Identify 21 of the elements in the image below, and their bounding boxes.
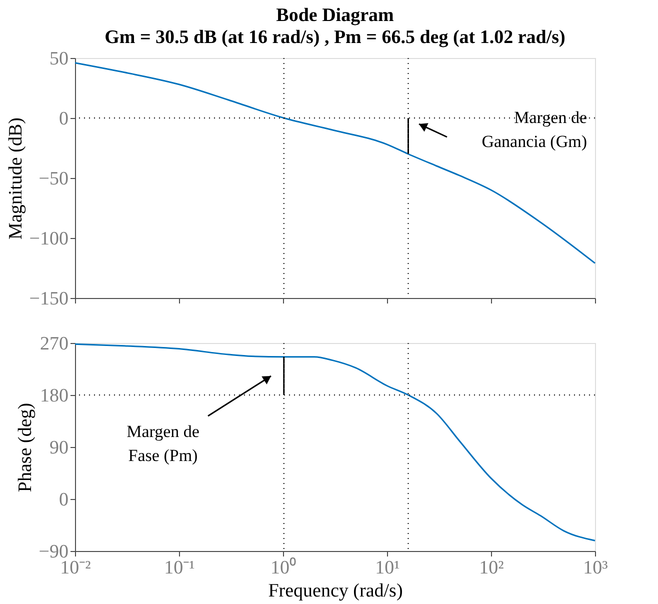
y-tick-label: −150: [29, 288, 68, 310]
y-tick-label: −100: [29, 228, 68, 250]
chart-subtitle: Gm = 30.5 dB (at 16 rad/s) , Pm = 66.5 deg (at 1.02 rad/s): [104, 27, 566, 48]
x-tick-label: 10²: [479, 558, 504, 578]
y-tick-label: 180: [40, 386, 68, 406]
x-tick-label: 10⁰: [270, 556, 296, 578]
x-axis-title: Frequency (rad/s): [268, 580, 403, 602]
y-tick-label: 0: [59, 108, 68, 130]
y-tick-label: 50: [50, 48, 68, 70]
x-tick-label: 10⁻¹: [164, 558, 196, 578]
y-tick-label: −50: [38, 168, 68, 190]
x-tick-label: 10¹: [375, 558, 400, 578]
annotation: Margen de Fase (Pm): [126, 422, 200, 465]
y-axis-title: Phase (deg): [14, 402, 36, 492]
y-tick-label: 270: [40, 334, 68, 354]
y-tick-label: 0: [59, 490, 68, 510]
y-tick-label: 90: [50, 438, 68, 458]
annotation: Margen de Ganancia (Gm): [482, 108, 587, 151]
y-axis-title: Magnitude (dB): [5, 118, 26, 240]
x-tick-label: 10³: [583, 558, 608, 578]
chart-title: Bode Diagram: [276, 5, 394, 26]
